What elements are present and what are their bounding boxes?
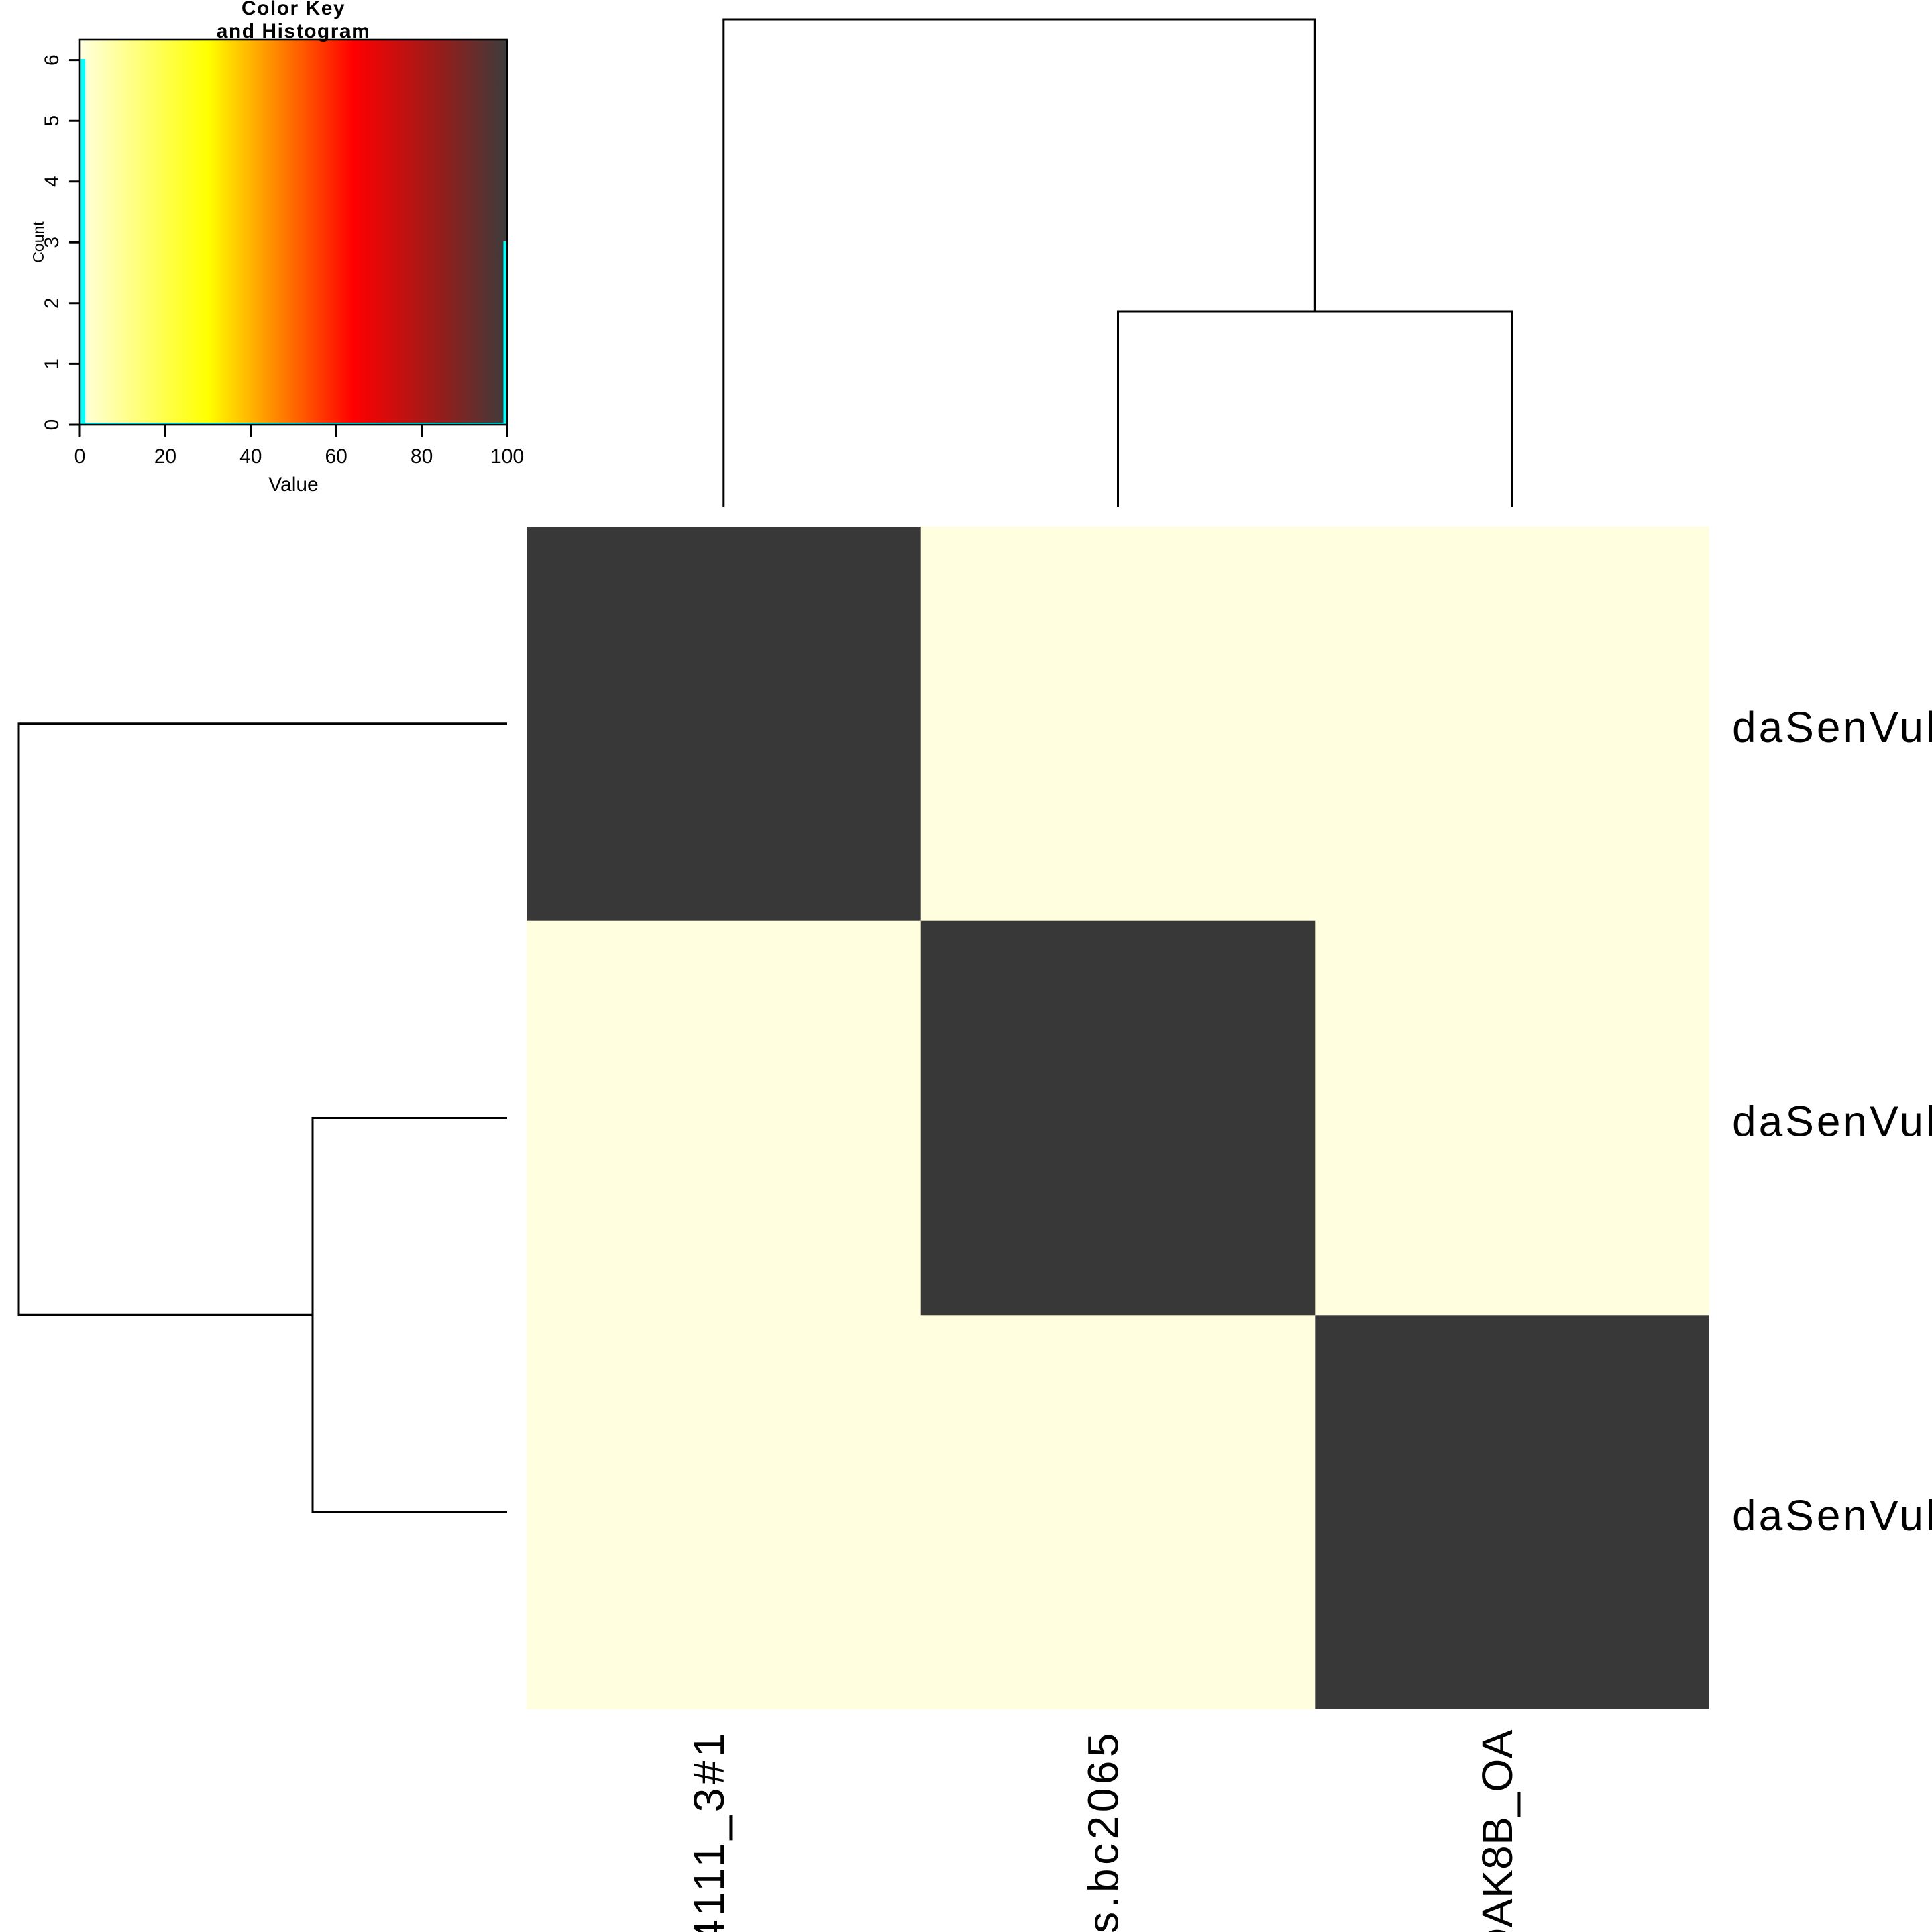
- svg-text:6: 6: [41, 54, 63, 66]
- svg-text:2: 2: [41, 297, 63, 309]
- svg-text:1: 1: [41, 358, 63, 370]
- svg-text:and Histogram: and Histogram: [217, 20, 371, 42]
- svg-text:3: 3: [41, 237, 63, 248]
- svg-text:daSenVulgaris: daSenVulgaris: [1732, 703, 1932, 751]
- svg-text:100: 100: [490, 445, 524, 468]
- svg-text:20: 20: [154, 445, 176, 468]
- svg-text:Count: Count: [30, 221, 47, 263]
- svg-text:Value: Value: [268, 474, 319, 496]
- svg-text:80: 80: [411, 445, 433, 468]
- svg-text:60: 60: [325, 445, 347, 468]
- svg-text:Color Key: Color Key: [241, 0, 345, 19]
- svg-text:daSenVul_cs.bc2065: daSenVul_cs.bc2065: [1079, 1729, 1128, 1932]
- svg-text:daSenVulgaris: daSenVulgaris: [1732, 1491, 1932, 1540]
- svg-text:daSenVulgaris: daSenVulgaris: [1732, 1097, 1932, 1146]
- svg-text:daSenVul_4111_3#1: daSenVul_4111_3#1: [685, 1729, 733, 1932]
- svg-text:4: 4: [41, 176, 63, 187]
- svg-text:40: 40: [239, 445, 262, 468]
- svg-text:0: 0: [41, 419, 63, 431]
- svg-text:5: 5: [41, 115, 63, 127]
- svg-text:daSenVul_OAK8B_OA: daSenVul_OAK8B_OA: [1473, 1729, 1521, 1932]
- svg-text:0: 0: [74, 445, 86, 468]
